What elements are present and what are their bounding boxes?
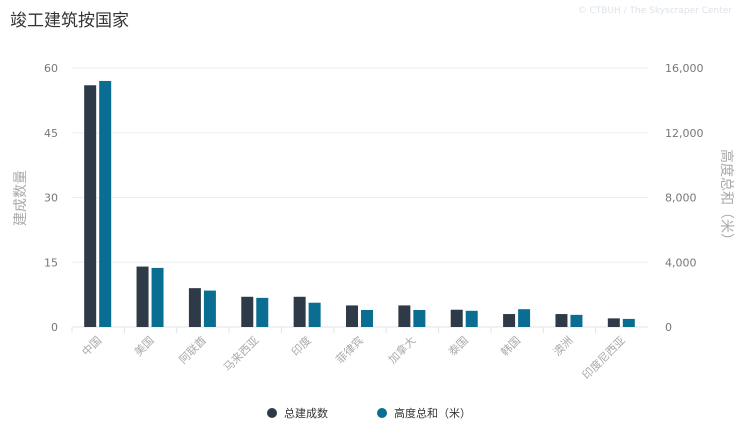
x-tick-label: 澳洲 bbox=[551, 334, 576, 359]
y2-tick-label: 4,000 bbox=[665, 256, 697, 269]
x-tick-label: 韩国 bbox=[498, 333, 523, 358]
bar-count bbox=[84, 85, 97, 328]
bar-height bbox=[518, 309, 531, 327]
y-tick-label: 30 bbox=[44, 192, 58, 205]
legend-label: 高度总和（米） bbox=[394, 406, 471, 420]
x-tick-label: 印度尼西亚 bbox=[579, 333, 628, 382]
bar-count bbox=[555, 314, 568, 327]
chart-title: 竣工建筑按国家 bbox=[10, 11, 129, 31]
x-tick-label: 马来西亚 bbox=[221, 334, 261, 374]
x-tick-label: 美国 bbox=[132, 334, 157, 359]
bar-count bbox=[346, 305, 358, 327]
y-tick-label: 15 bbox=[44, 256, 58, 269]
y-axis-label: 建成数量 bbox=[13, 170, 29, 226]
y2-tick-label: 12,000 bbox=[665, 127, 704, 140]
credit-text: © CTBUH / The Skyscraper Center bbox=[577, 6, 732, 16]
bar-count bbox=[188, 288, 201, 327]
x-tick-label: 菲律宾 bbox=[333, 333, 366, 366]
y-tick-label: 0 bbox=[51, 321, 58, 334]
x-tick-label: 泰国 bbox=[445, 333, 470, 358]
legend-marker bbox=[377, 408, 387, 418]
bar-height bbox=[203, 290, 216, 327]
bar-height bbox=[413, 310, 426, 327]
y2-tick-label: 0 bbox=[665, 321, 672, 334]
legend-marker bbox=[267, 408, 277, 418]
bar-count bbox=[398, 305, 411, 327]
bar-height bbox=[465, 310, 478, 327]
bar-height bbox=[99, 80, 112, 327]
bar-count bbox=[607, 318, 620, 327]
x-tick-label: 加拿大 bbox=[385, 333, 418, 366]
y-tick-label: 60 bbox=[44, 62, 58, 75]
y2-axis-label: 高度总和（米） bbox=[718, 149, 735, 247]
bar-height bbox=[308, 302, 321, 327]
y2-tick-label: 16,000 bbox=[665, 62, 704, 75]
y-tick-label: 45 bbox=[44, 127, 58, 140]
bar-height bbox=[361, 310, 373, 327]
bar-count bbox=[241, 296, 254, 327]
bar-count bbox=[293, 296, 306, 327]
bar-height bbox=[570, 314, 583, 327]
y2-tick-label: 8,000 bbox=[665, 192, 697, 205]
x-tick-label: 印度 bbox=[288, 333, 313, 358]
bar-height bbox=[256, 297, 269, 327]
bar-count bbox=[503, 314, 516, 327]
x-tick-label: 阿联酋 bbox=[176, 333, 209, 366]
bar-height bbox=[622, 318, 635, 327]
legend-label: 总建成数 bbox=[284, 406, 328, 420]
bar-height bbox=[151, 267, 164, 327]
x-tick-label: 中国 bbox=[80, 334, 105, 359]
bar-count bbox=[450, 309, 463, 327]
bar-count bbox=[136, 266, 149, 327]
